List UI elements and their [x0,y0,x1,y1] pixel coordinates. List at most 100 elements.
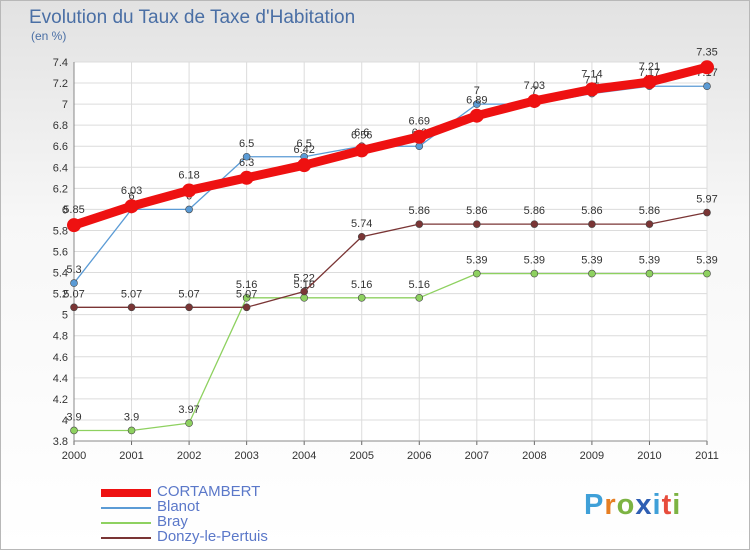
data-point-donzy-le-pertuis [70,303,78,312]
y-tick-label: 6.2 [53,183,68,195]
data-label-cortambert: 7.35 [696,46,717,58]
proxiti-logo: Proxiti [584,489,681,522]
data-label-bray: 5.39 [466,255,487,267]
x-tick-label: 2009 [580,450,604,462]
x-tick-label: 2008 [522,450,546,462]
logo-letter: i [652,489,662,521]
x-tick-label: 2002 [177,450,201,462]
y-tick-label: 3.8 [53,436,68,448]
data-label-cortambert: 6.89 [466,95,487,107]
data-point-cortambert [297,158,312,173]
data-label-blanot: 6.6 [354,127,369,139]
data-label-blanot: 7 [474,85,480,97]
data-point-cortambert [412,129,427,144]
data-label-bray: 5.16 [351,279,372,291]
legend-swatch [101,537,151,539]
data-point-blanot [473,100,481,108]
data-label-donzy-le-pertuis: 5.74 [351,218,372,230]
data-label-bray: 5.39 [524,255,545,267]
legend-swatch [101,507,151,509]
data-label-cortambert: 5.85 [63,204,84,216]
data-point-bray [185,419,193,427]
data-point-donzy-le-pertuis [185,303,193,312]
data-point-blanot [415,142,424,151]
data-point-bray [300,294,308,302]
y-tick-label: 5.8 [53,225,68,237]
x-tick-label: 2010 [637,450,661,462]
chart-unit: (en %) [31,29,67,43]
y-tick-label: 7 [62,99,68,111]
data-point-cortambert [67,218,81,233]
data-label-cortambert: 6.56 [351,129,372,141]
data-point-donzy-le-pertuis [415,220,424,228]
x-tick-label: 2001 [119,450,143,462]
x-tick-label: 2004 [292,450,316,462]
data-label-donzy-le-pertuis: 5.97 [696,194,717,206]
data-label-blanot: 6.5 [239,138,254,150]
data-point-bray [645,269,654,278]
data-point-donzy-le-pertuis [588,220,596,228]
data-label-bray: 5.16 [236,279,257,291]
data-label-donzy-le-pertuis: 5.86 [409,205,430,217]
data-label-bray: 5.39 [639,255,660,267]
data-point-donzy-le-pertuis [530,220,539,228]
y-tick-label: 4.4 [53,373,68,385]
data-label-cortambert: 6.42 [293,144,314,156]
y-tick-label: 4 [62,415,68,427]
series-line-cortambert [69,62,712,230]
data-point-blanot [70,279,78,287]
data-label-cortambert: 6.03 [121,185,142,197]
data-point-donzy-le-pertuis [473,220,481,228]
y-tick-label: 5.6 [53,247,68,259]
data-label-donzy-le-pertuis: 5.07 [178,288,199,300]
y-tick-label: 6.8 [53,120,68,132]
data-point-cortambert [700,60,714,75]
data-label-bray: 3.9 [66,411,81,423]
legend-label: CORTAMBERT [157,483,261,500]
data-point-bray [703,269,711,278]
data-point-cortambert [469,108,484,123]
data-point-cortambert [354,143,369,158]
data-label-donzy-le-pertuis: 5.22 [293,273,314,285]
data-label-bray: 5.16 [293,279,314,291]
data-label-blanot: 6.5 [297,138,312,150]
data-point-cortambert [527,93,542,108]
logo-letter: t [661,489,673,521]
data-label-donzy-le-pertuis: 5.07 [236,288,257,300]
x-tick-label: 2000 [62,450,86,462]
data-point-blanot [185,205,193,214]
data-point-donzy-le-pertuis [645,220,654,228]
data-label-bray: 5.16 [409,279,430,291]
data-point-donzy-le-pertuis [127,303,136,312]
data-label-bray: 5.39 [581,255,602,267]
logo-letter: i [672,489,682,521]
y-tick-label: 6.4 [53,162,68,174]
chart-title: Evolution du Taux de Taxe d'Habitation [29,7,356,28]
y-tick-label: 6.6 [53,141,68,153]
data-label-donzy-le-pertuis: 5.86 [581,205,602,217]
data-point-donzy-le-pertuis [242,303,251,312]
data-label-blanot: 7 [531,85,537,97]
data-label-bray: 3.97 [178,404,199,416]
data-label-donzy-le-pertuis: 5.86 [639,205,660,217]
data-point-cortambert [584,82,599,97]
x-tick-label: 2006 [407,450,431,462]
data-label-cortambert: 6.69 [409,116,430,128]
data-point-bray [415,294,424,302]
data-point-bray [70,426,78,435]
x-tick-label: 2011 [695,450,719,462]
data-label-cortambert: 6.18 [178,169,199,181]
data-point-donzy-le-pertuis [703,208,711,217]
x-tick-label: 2007 [465,450,489,462]
data-point-bray [357,294,366,302]
y-tick-label: 5.4 [53,268,68,280]
legend-label: Blanot [157,498,200,515]
data-label-bray: 5.39 [696,255,717,267]
data-label-donzy-le-pertuis: 5.86 [466,205,487,217]
y-tick-label: 7.2 [53,78,68,90]
x-tick-label: 2003 [234,450,258,462]
data-point-cortambert [642,75,657,90]
series-line-bray [73,272,708,432]
